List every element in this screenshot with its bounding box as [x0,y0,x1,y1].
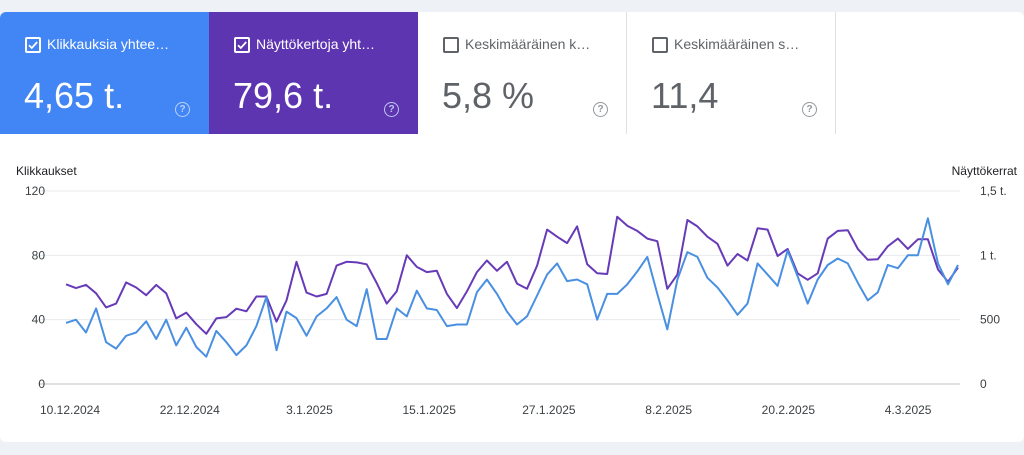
right-tick-label: 1,5 t. [980,184,1007,198]
x-tick-label: 20.2.2025 [762,403,816,417]
metric-card-ctr[interactable]: Keskimääräinen k… 5,8 % ? [418,12,627,134]
left-tick-label: 0 [38,377,45,391]
clicks-series-line[interactable] [65,217,959,358]
metric-value: 79,6 t. [233,75,334,116]
help-circle-icon[interactable]: ? [593,102,608,117]
checkbox-unchecked-icon[interactable] [652,37,668,53]
metric-label: Keskimääräinen s… [674,36,800,52]
metric-cards: Klikkauksia yhtee… 4,65 t. ? Näyttökerto… [0,12,838,134]
right-tick-label: 1 t. [980,248,997,262]
help-circle-icon[interactable]: ? [802,102,817,117]
metric-card-impressions[interactable]: Näyttökertoja yht… 79,6 t. ? [209,12,418,134]
checkbox-checked-icon[interactable] [234,37,250,53]
metric-value: 5,8 % [442,75,535,116]
help-circle-icon[interactable]: ? [384,102,399,117]
x-tick-label: 15.1.2025 [402,403,456,417]
x-tick-label: 27.1.2025 [522,403,576,417]
performance-line-chart: Klikkaukset Näyttökerrat 0 0 40 500 80 1 t. 12… [16,164,1018,417]
impressions-series-line[interactable] [65,215,959,335]
metric-label: Näyttökertoja yht… [256,36,376,52]
left-tick-label: 120 [25,184,45,198]
right-axis-title: Näyttökerrat [952,164,1018,178]
x-tick-label: 4.3.2025 [885,403,932,417]
left-axis-title: Klikkaukset [16,164,77,178]
left-tick-label: 40 [32,313,46,327]
metric-label: Keskimääräinen k… [465,36,591,52]
metric-card-position[interactable]: Keskimääräinen s… 11,4 ? [627,12,836,134]
right-tick-label: 0 [980,377,987,391]
x-tick-label: 10.12.2024 [40,403,100,417]
metric-value: 4,65 t. [24,75,125,116]
checkbox-checked-icon[interactable] [25,37,41,53]
x-tick-label: 8.2.2025 [645,403,692,417]
left-tick-label: 80 [32,248,46,262]
x-tick-label: 3.1.2025 [286,403,333,417]
right-tick-label: 500 [980,313,1000,327]
help-circle-icon[interactable]: ? [175,102,190,117]
metric-value: 11,4 [651,75,719,116]
checkbox-unchecked-icon[interactable] [443,37,459,53]
metric-label: Klikkauksia yhtee… [47,36,170,52]
metric-card-clicks[interactable]: Klikkauksia yhtee… 4,65 t. ? [0,12,209,134]
x-tick-label: 22.12.2024 [160,403,220,417]
